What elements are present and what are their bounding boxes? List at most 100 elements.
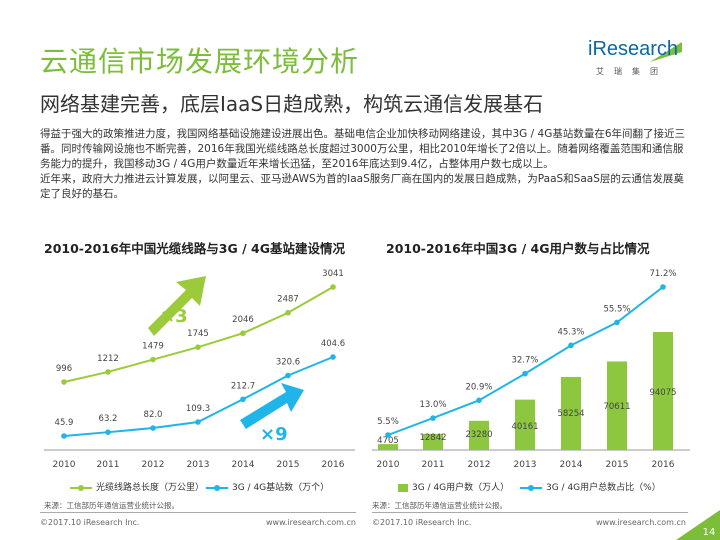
annotation-x3: ×3 [160,306,188,327]
share-data-label: 20.9% [465,382,492,392]
users-bar [423,433,443,450]
fiber-point [105,369,111,375]
left-x-tick-label: 2011 [97,460,120,470]
legend-label-fiber: 光缆线路总长度（万公里） [96,483,205,493]
base-station-point [150,425,156,431]
fiber-data-label: 3041 [322,269,344,279]
right-x-tick-label: 2016 [652,460,675,470]
growth-arrow-cyan-icon [240,383,304,429]
fiber-point [61,379,67,385]
logo-wordmark: iResearch [588,38,679,60]
base-station-point [105,429,111,435]
left-chart: 2010 2011 2012 2013 2014 2015 2016 996 1212 1479 1… [44,269,355,470]
left-source-note: 来源：工信部历年通信运营业统计公报。 [44,501,179,510]
legend-label-base-station: 3G / 4G基站数（万个） [232,483,330,493]
intro-text: 得益于强大的政策推进力度，我国网络基础设施建设进展出色。基础电信企业加快移动网络… [40,127,688,202]
legend-item-users: 3G / 4G用户数（万人） [398,480,509,493]
fiber-data-label: 996 [56,364,72,374]
left-x-tick-label: 2013 [187,460,210,470]
share-point [568,342,574,349]
footer-url-right: www.iresearch.com.cn [596,518,686,527]
growth-arrows [148,276,304,429]
users-bar [515,399,535,450]
fiber-data-label: 2487 [277,295,299,305]
page-title: 云通信市场发展环境分析 [40,45,360,78]
page-subtitle: 网络基建完善，底层IaaS日趋成熟，构筑云通信发展基石 [40,92,544,116]
users-data-label: 12842 [419,433,446,443]
users-bar [378,444,398,450]
users-data-label: 70611 [603,402,630,412]
fiber-data-label: 1212 [97,354,119,364]
users-bar [607,361,627,450]
paragraph-1: 得益于强大的政策推进力度，我国网络基础设施建设进展出色。基础电信企业加快移动网络… [40,128,686,170]
legend-item-base-station: 3G / 4G基站数（万个） [206,480,329,493]
footer-divider-right [372,512,688,513]
annotation-x9: ×9 [260,424,288,445]
logo-swoosh-icon [650,42,682,62]
legend-item-fiber: 光缆线路总长度（万公里） [70,480,204,493]
iresearch-logo: iResearch 艾瑞集团 [588,38,684,80]
fiber-point [195,344,201,351]
share-point [385,432,391,438]
fiber-data-label: 1745 [187,329,209,339]
base-station-point [195,419,201,425]
fiber-point [240,330,246,337]
users-bar [653,332,673,450]
share-point [430,415,436,421]
share-point [522,370,528,377]
share-point [476,397,482,404]
legend-label-users: 3G / 4G用户数（万人） [412,483,510,493]
base-station-data-label: 109.3 [186,404,210,414]
growth-arrow-green-icon [148,276,206,336]
right-x-tick-label: 2014 [560,460,583,470]
fiber-point [330,284,336,290]
base-station-data-label: 320.6 [276,358,300,368]
fiber-point [285,309,291,316]
users-bar [469,420,489,450]
base-station-data-label: 212.7 [231,381,255,391]
right-chart: 2010 2011 2012 2013 2014 2015 2016 4705 12842 232… [372,269,690,470]
share-point [614,319,620,326]
footer-copyright-left: ©2017.10 iResearch Inc. [40,518,140,527]
share-data-label: 55.5% [603,304,630,314]
right-chart-title: 2010-2016年中国3G / 4G用户数与占比情况 [386,241,650,256]
base-station-point [330,354,336,360]
base-station-point [285,372,291,379]
users-data-label: 40161 [511,422,538,432]
page-number: 14 [703,527,716,538]
right-x-tick-label: 2010 [377,460,400,470]
share-data-label: 5.5% [377,417,399,427]
base-station-point [240,396,246,403]
left-x-tick-label: 2010 [53,460,76,470]
logo-cn-text: 艾瑞集团 [596,67,668,76]
left-x-tick-label: 2014 [232,460,255,470]
base-station-data-label: 82.0 [144,410,163,420]
footer-divider-left [40,512,356,513]
left-x-tick-label: 2016 [322,460,345,470]
right-x-tick-label: 2011 [422,460,445,470]
left-chart-title: 2010-2016年中国光缆线路与3G / 4G基站建设情况 [44,241,345,256]
users-data-label: 58254 [557,409,584,419]
users-bar [561,376,581,450]
share-data-label: 13.0% [419,400,446,410]
right-source-note: 来源：工信部历年通信运营业统计公报。 [372,501,507,510]
base-station-data-label: 45.9 [55,418,74,428]
users-data-label: 23280 [465,430,492,440]
paragraph-2: 近年来，政府大力推进云计算发展，以阿里云、亚马逊AWS为首的IaaS服务厂商在国… [40,173,684,200]
fiber-data-label: 1479 [142,342,164,352]
footer-url-left: www.iresearch.com.cn [266,518,356,527]
right-x-tick-label: 2012 [468,460,491,470]
left-x-tick-label: 2015 [277,460,300,470]
page-number-badge: 14 [676,510,720,540]
right-x-tick-label: 2013 [514,460,537,470]
legend-label-share: 3G / 4G用户总数占比（%） [546,483,661,493]
share-data-label: 71.2% [649,269,676,279]
users-data-label: 4705 [377,436,399,446]
fiber-data-label: 2046 [232,315,254,325]
users-data-label: 94075 [649,388,676,398]
share-data-label: 32.7% [511,356,538,366]
left-x-tick-label: 2012 [142,460,165,470]
legend-item-share: 3G / 4G用户总数占比（%） [520,480,661,493]
footer-copyright-right: ©2017.10 iResearch Inc. [372,518,472,527]
right-x-tick-label: 2015 [606,460,629,470]
